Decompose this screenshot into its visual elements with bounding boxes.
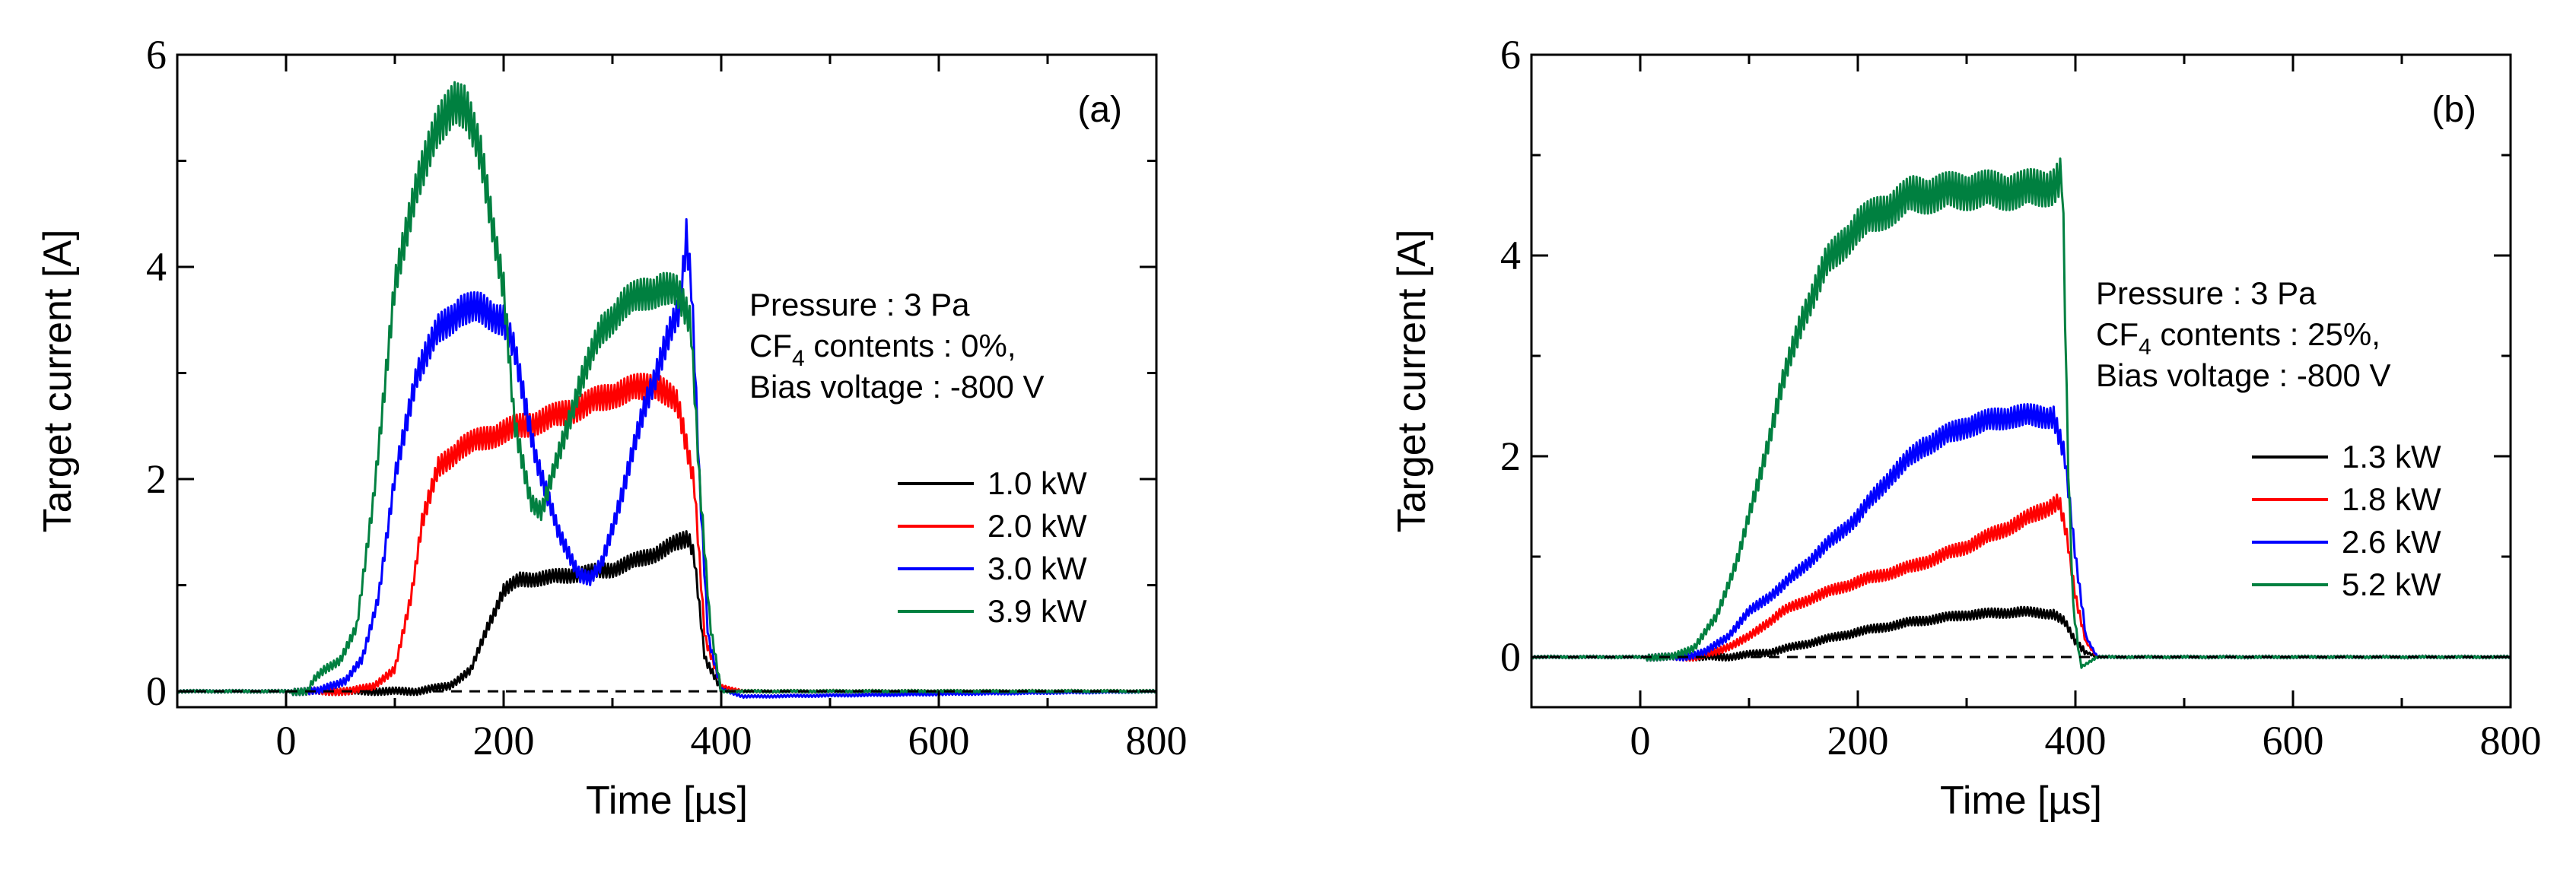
y-tick-label: 6: [1500, 32, 1521, 78]
legend-label-2: 3.0 kW: [987, 551, 1087, 586]
series-line-3-0-kw: [177, 217, 1156, 699]
plot-frame: [176, 53, 1158, 709]
y-tick-label: 4: [1500, 233, 1521, 278]
x-axis-label: Time [µs]: [1940, 779, 2102, 823]
legend-label-3: 5.2 kW: [2342, 567, 2441, 602]
panel-label: (a): [1077, 90, 1122, 130]
legend: 1.3 kW 1.8 kW 2.6 kW 5.2 kW: [2252, 439, 2441, 602]
annotation-cf4-contents: contents : 0%,: [805, 328, 1016, 363]
annotation-pressure: Pressure : 3 Pa: [749, 287, 970, 322]
annotation-cf4-formula: CF: [749, 328, 792, 363]
legend-label-1: 2.0 kW: [987, 508, 1087, 544]
y-tick-label: 4: [146, 244, 167, 290]
legend-label-0: 1.0 kW: [987, 465, 1087, 501]
chart-panel-1: 0 200 400 600 800 0 2 4 6 Time [µs] Target current…: [1390, 32, 2542, 823]
y-tick-label: 2: [1500, 433, 1521, 479]
x-tick-label: 200: [1827, 718, 1889, 763]
x-tick-label: 400: [2045, 718, 2107, 763]
legend-label-3: 3.9 kW: [987, 593, 1087, 629]
x-tick-label: 0: [276, 718, 297, 763]
x-tick-label: 800: [2480, 718, 2542, 763]
panel-label: (b): [2431, 90, 2476, 130]
legend-label-2: 2.6 kW: [2342, 524, 2441, 560]
y-axis-label: Target current [A]: [1390, 230, 1434, 533]
plot-frame: [1530, 53, 2512, 709]
annotation-cf4: CF4 contents : 0%,: [749, 328, 1016, 371]
x-tick-label: 400: [691, 718, 752, 763]
y-axis-label: Target current [A]: [36, 230, 80, 533]
x-tick-label: 200: [473, 718, 535, 763]
annotation-cf4-subscript: 4: [2139, 335, 2151, 360]
y-tick-label: 0: [146, 668, 167, 714]
legend-label-0: 1.3 kW: [2342, 439, 2441, 474]
x-tick-label: 800: [1126, 718, 1188, 763]
annotation-cf4: CF4 contents : 25%,: [2096, 316, 2380, 360]
series-group: [1531, 157, 2511, 669]
series-line-5-2-kw: [1531, 157, 2511, 669]
series-line-3-9-kw: [177, 81, 1156, 697]
annotation-cf4-formula: CF: [2096, 316, 2139, 352]
annotation-cf4-subscript: 4: [792, 346, 805, 371]
annotation-pressure: Pressure : 3 Pa: [2096, 275, 2317, 311]
x-tick-label: 0: [1630, 718, 1651, 763]
chart-panel-0: 0 200 400 600 800 0 2 4 6 Time [µs] Target current…: [36, 32, 1188, 823]
x-axis-label: Time [µs]: [586, 779, 748, 823]
annotation-bias: Bias voltage : -800 V: [2096, 357, 2391, 393]
y-tick-label: 0: [1500, 634, 1521, 680]
legend: 1.0 kW 2.0 kW 3.0 kW 3.9 kW: [898, 465, 1087, 629]
series-group: [177, 81, 1156, 699]
annotation-bias: Bias voltage : -800 V: [749, 369, 1045, 405]
x-tick-label: 600: [908, 718, 970, 763]
x-tick-label: 600: [2263, 718, 2324, 763]
annotation-cf4-contents: contents : 25%,: [2151, 316, 2380, 352]
y-tick-label: 2: [146, 456, 167, 502]
y-tick-label: 6: [146, 32, 167, 78]
legend-label-1: 1.8 kW: [2342, 481, 2441, 517]
